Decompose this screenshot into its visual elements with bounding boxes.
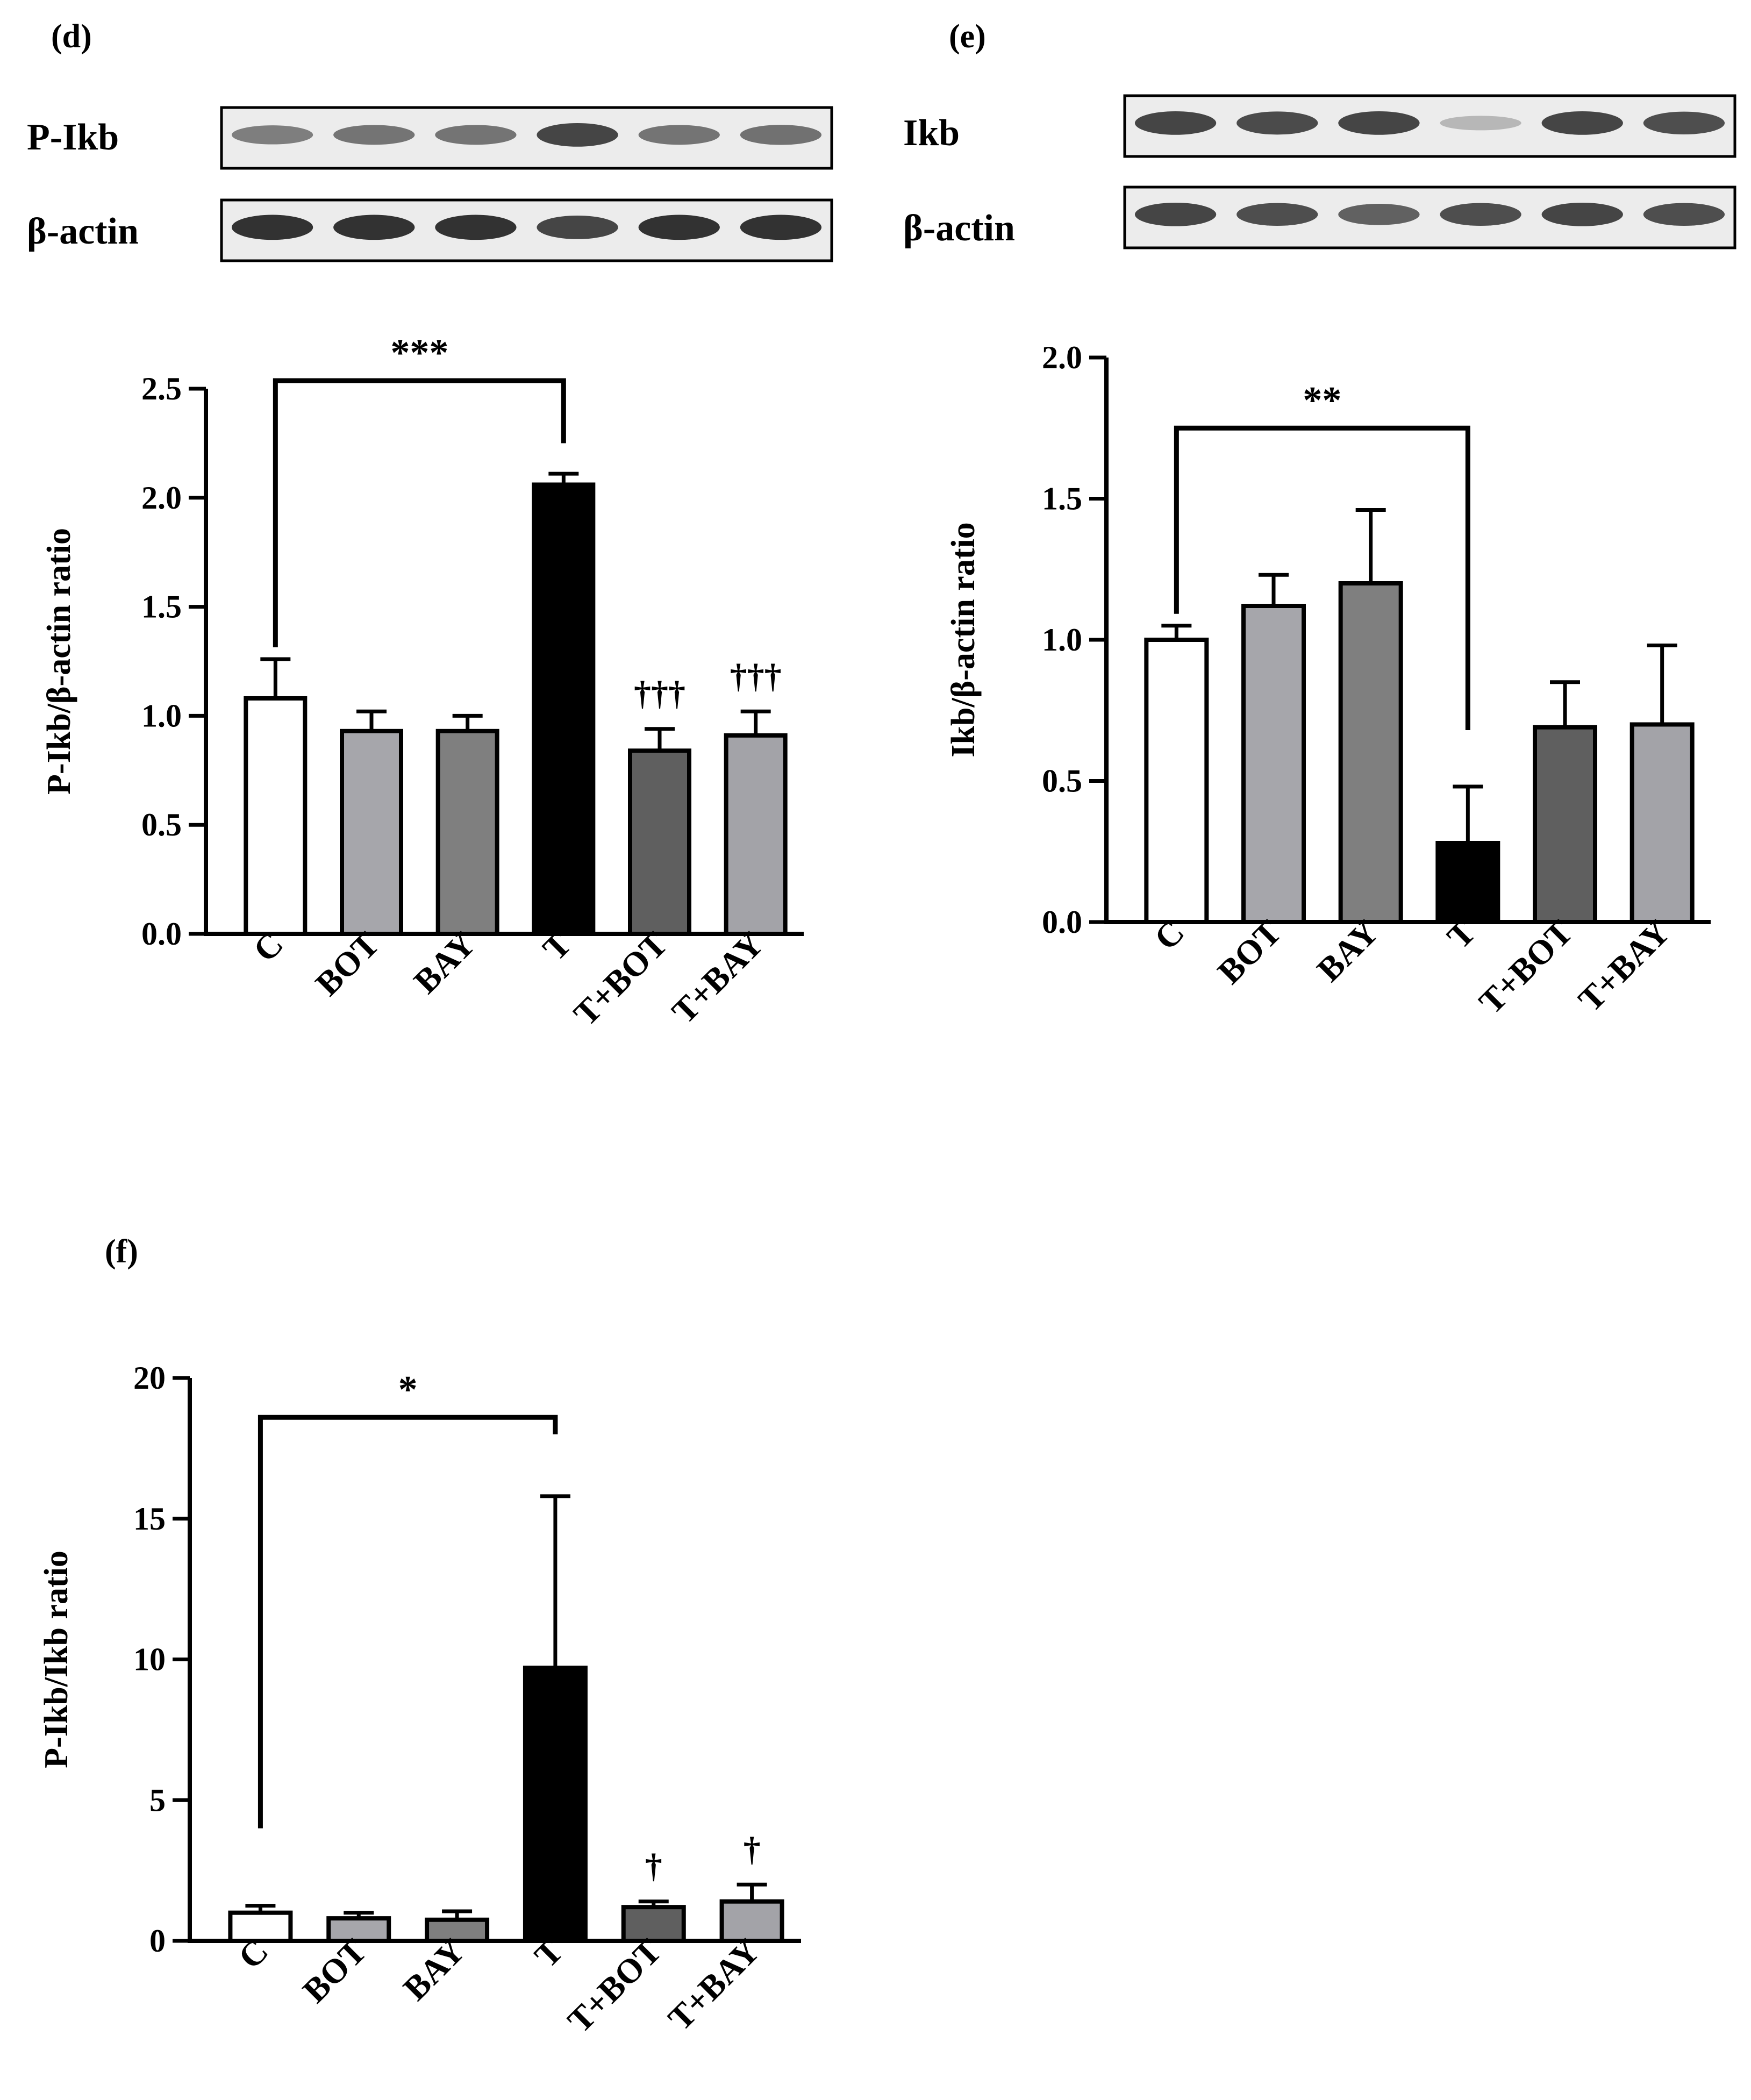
blot-band xyxy=(435,125,517,145)
blot-row-label: β-actin xyxy=(903,208,1015,249)
blot-row-label: Ikb xyxy=(903,112,960,154)
y-tick-label: 1.0 xyxy=(141,698,182,733)
dagger-marker: ††† xyxy=(730,656,782,695)
blot-strip xyxy=(1123,185,1736,249)
y-tick-label: 20 xyxy=(133,1360,166,1396)
significance-stars: ** xyxy=(1303,378,1341,422)
blot-band xyxy=(740,125,822,145)
y-tick-label: 2.0 xyxy=(1042,340,1082,375)
blot-band xyxy=(333,125,415,145)
x-tick-label: T+BAY xyxy=(661,1932,767,2038)
blot-band xyxy=(1643,203,1725,226)
y-tick-label: 10 xyxy=(133,1642,166,1677)
blot-band xyxy=(231,125,313,145)
blot-strip xyxy=(220,198,833,262)
bar-bot xyxy=(1241,604,1306,924)
blot-band xyxy=(1643,111,1725,135)
blot-panel-e: (e) Ikb β-actin xyxy=(903,18,1736,249)
x-tick-label: BOT xyxy=(308,925,387,1003)
blot-band xyxy=(1440,116,1521,131)
bar-t-bay xyxy=(724,733,788,937)
dagger-marker: † xyxy=(645,1847,662,1885)
x-tick-label: T+BOT xyxy=(1471,913,1580,1022)
blot-band xyxy=(1440,203,1521,226)
y-tick-label: 0 xyxy=(149,1923,166,1959)
significance-bracket xyxy=(1174,425,1470,730)
y-tick-label: 1.5 xyxy=(141,589,182,625)
x-tick-label: T+BAY xyxy=(1571,913,1677,1019)
blot-band xyxy=(638,215,720,240)
panel-label: (f) xyxy=(105,1233,138,1270)
x-tick-label: T+BAY xyxy=(664,925,771,1031)
blot-band xyxy=(1237,111,1318,135)
blot-strip xyxy=(220,106,833,170)
y-tick-label: 0.5 xyxy=(1042,763,1082,799)
bar-t xyxy=(523,1666,588,1944)
bar-t xyxy=(532,482,596,936)
blot-row-label: β-actin xyxy=(27,211,139,252)
blot-band xyxy=(740,215,822,240)
blot-band xyxy=(537,215,618,239)
blot-band xyxy=(333,215,415,240)
blot-band xyxy=(1134,202,1217,226)
significance-bracket xyxy=(258,1415,558,1828)
bar-t xyxy=(1435,841,1500,924)
y-tick-label: 15 xyxy=(133,1501,166,1537)
y-tick-label: 1.0 xyxy=(1042,622,1082,658)
bar-c xyxy=(1144,638,1209,924)
blot-strip xyxy=(1123,94,1736,158)
x-tick-label: T+BOT xyxy=(560,1932,669,2040)
bar-bay xyxy=(1338,581,1403,924)
significance-stars: *** xyxy=(390,331,448,374)
blot-row-label: P-Ikb xyxy=(27,117,119,158)
blot-band xyxy=(638,125,720,145)
panel-label: (e) xyxy=(949,18,986,55)
x-tick-label: BOT xyxy=(1210,913,1289,991)
x-tick-label: T+BOT xyxy=(566,925,675,1033)
significance-stars: * xyxy=(398,1368,418,1411)
y-axis-label: P-Ikb/β-actin ratio xyxy=(41,528,77,795)
bar-t-bay xyxy=(719,1899,784,1943)
significance-bracket xyxy=(273,378,566,647)
bar-c xyxy=(244,696,308,937)
y-tick-label: 2.5 xyxy=(141,371,182,406)
y-tick-label: 0.0 xyxy=(1042,904,1082,940)
dagger-marker: † xyxy=(744,1830,761,1868)
x-tick-label: BOT xyxy=(295,1932,374,2010)
bar-bay xyxy=(435,728,499,936)
blot-band xyxy=(1237,203,1318,226)
blot-band xyxy=(435,215,517,240)
dagger-marker: ††† xyxy=(634,674,685,712)
y-axis-label: P-Ikb/Ikb ratio xyxy=(38,1551,75,1768)
y-axis-label: Ikb/β-actin ratio xyxy=(945,522,982,757)
bar-bot xyxy=(326,1916,391,1944)
y-tick-label: 1.5 xyxy=(1042,481,1082,517)
panel-label: (d) xyxy=(51,18,92,55)
bar-t-bay xyxy=(1629,722,1695,924)
bar-t-bot xyxy=(628,748,691,937)
y-tick-label: 5 xyxy=(149,1782,166,1818)
blot-band xyxy=(1338,204,1420,225)
blot-band xyxy=(1134,111,1217,135)
bar-bay xyxy=(425,1917,490,1944)
blot-panel-d: (d) P-Ikb β-actin xyxy=(27,18,833,262)
blot-band xyxy=(537,123,618,147)
y-tick-label: 0.5 xyxy=(141,807,182,842)
blot-band xyxy=(1541,202,1623,226)
y-tick-label: 0.0 xyxy=(141,916,182,952)
bar-bot xyxy=(340,728,403,936)
blot-band xyxy=(1541,111,1623,135)
bar-t-bot xyxy=(621,1905,686,1943)
bar-t-bot xyxy=(1533,725,1597,924)
y-tick-label: 2.0 xyxy=(141,480,182,516)
blot-band xyxy=(1338,111,1420,135)
blot-band xyxy=(231,215,313,240)
bar-c xyxy=(228,1910,293,1943)
